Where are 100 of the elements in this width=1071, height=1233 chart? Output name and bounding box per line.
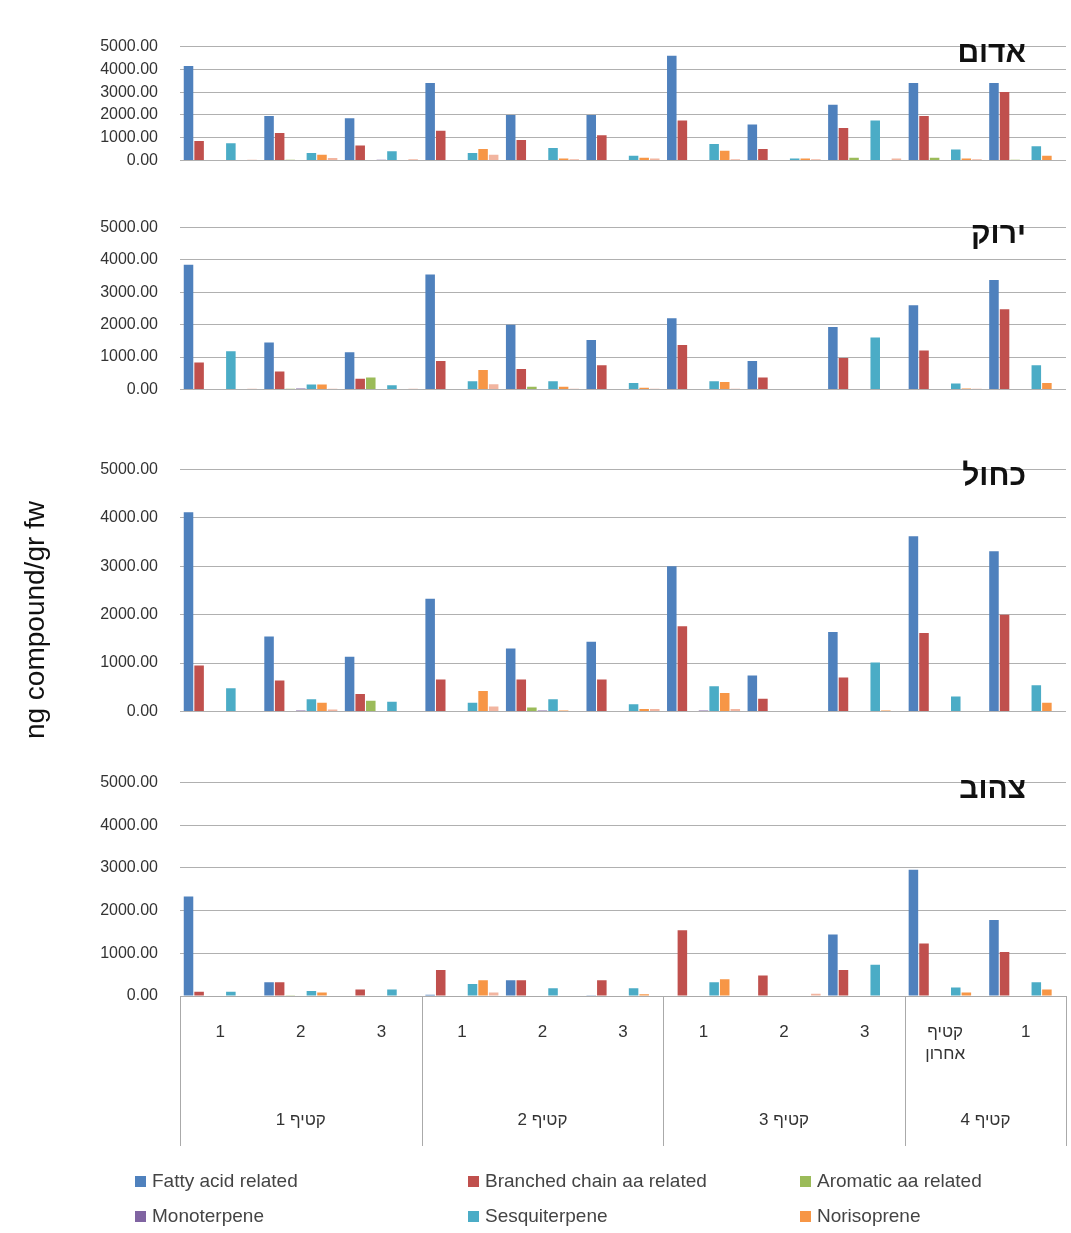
- bar: [505, 114, 516, 160]
- bar: [667, 566, 677, 711]
- bar: [435, 360, 446, 389]
- bar: [677, 345, 688, 389]
- bar: [870, 964, 880, 996]
- bar: [758, 975, 768, 996]
- bar: [505, 980, 516, 996]
- bar: [317, 154, 327, 160]
- bar: [719, 693, 730, 711]
- text: קטיף 2: [517, 1110, 568, 1130]
- bar: [505, 648, 516, 711]
- bar: [999, 614, 1010, 711]
- bar: [747, 360, 758, 389]
- bar: [425, 274, 435, 389]
- bar: [306, 153, 317, 160]
- bar: [488, 154, 499, 160]
- bar: [1042, 382, 1052, 389]
- x-tick-label: 1: [1020, 1022, 1031, 1042]
- bar: [951, 383, 961, 389]
- bar: [306, 990, 317, 996]
- bar: [387, 151, 397, 160]
- bar: [597, 679, 607, 711]
- bar: [226, 688, 236, 711]
- bar: [516, 139, 527, 160]
- text: קטיף 1: [275, 1110, 326, 1130]
- bar: [951, 696, 961, 711]
- x-tick-label: 3: [376, 1022, 387, 1042]
- bar: [919, 350, 929, 389]
- bar: [274, 680, 285, 711]
- bar: [719, 979, 730, 996]
- legend-label: Aromatic aa related: [817, 1170, 982, 1192]
- legend-label: Branched chain aa related: [485, 1170, 707, 1192]
- bar: [586, 641, 597, 711]
- bar: [183, 65, 194, 160]
- bar: [677, 930, 688, 996]
- y-tick-label: 0.00: [126, 150, 159, 168]
- x-tick-label: 1: [698, 1022, 709, 1042]
- bar: [488, 992, 499, 996]
- bar: [828, 632, 838, 711]
- bar: [908, 869, 919, 996]
- bar: [758, 698, 768, 711]
- y-tick-label: 1000.00: [100, 943, 159, 961]
- y-tick-label: 4000.00: [100, 815, 159, 833]
- chart-title: צהוב: [959, 770, 1026, 804]
- bar: [677, 626, 688, 711]
- bar: [908, 83, 919, 160]
- bar: [999, 952, 1010, 996]
- y-tick-label: 1000.00: [100, 347, 159, 365]
- y-tick-label: 3000.00: [100, 282, 159, 300]
- bar: [747, 675, 758, 711]
- bar: [306, 699, 317, 711]
- bar: [758, 377, 768, 389]
- bar: [366, 700, 376, 711]
- x-tick-label: 1: [215, 1022, 226, 1042]
- bar: [709, 381, 719, 389]
- bar: [558, 386, 569, 389]
- bar: [478, 369, 488, 389]
- y-tick-label: 0.00: [126, 701, 159, 719]
- bar: [870, 337, 880, 389]
- bar: [387, 385, 397, 389]
- bar: [317, 992, 327, 996]
- bar: [516, 369, 527, 389]
- y-tick-label: 2000.00: [100, 901, 159, 919]
- legend-label: Norisoprene: [817, 1205, 921, 1227]
- bar: [194, 991, 204, 996]
- bar: [548, 988, 558, 996]
- bar: [628, 704, 639, 711]
- bar: [989, 551, 999, 711]
- y-tick-label: 5000.00: [100, 218, 159, 236]
- text: קטיף 3: [759, 1110, 810, 1130]
- y-tick-label: 5000.00: [100, 773, 159, 791]
- y-tick-label: 4000.00: [100, 508, 159, 526]
- legend-label: Fatty acid related: [152, 1170, 298, 1192]
- bar: [264, 116, 274, 160]
- y-tick-label: 5000.00: [100, 460, 159, 478]
- bar: [989, 83, 999, 160]
- bar: [709, 686, 719, 711]
- x-tick-label: 1: [457, 1022, 467, 1042]
- bar: [548, 381, 558, 389]
- chart-title: אדום: [957, 34, 1026, 68]
- y-tick-label: 0.00: [126, 379, 159, 397]
- bar: [183, 264, 194, 389]
- bar: [1031, 146, 1042, 160]
- bar: [919, 943, 929, 996]
- bar: [719, 150, 730, 160]
- bar: [828, 326, 838, 389]
- legend-label: Sesquiterpene: [485, 1205, 608, 1227]
- bar: [226, 991, 236, 996]
- bar: [467, 702, 478, 711]
- bar: [435, 130, 446, 160]
- y-axis-title: ng compound/gr fw: [19, 500, 51, 740]
- y-tick-label: 1000.00: [100, 128, 159, 146]
- bar: [951, 149, 961, 160]
- bar: [317, 384, 327, 389]
- bar: [870, 662, 880, 711]
- x-tick-label: 2: [779, 1022, 789, 1042]
- bar: [467, 381, 478, 389]
- bar: [274, 371, 285, 389]
- bar: [194, 362, 204, 389]
- bar: [709, 144, 719, 160]
